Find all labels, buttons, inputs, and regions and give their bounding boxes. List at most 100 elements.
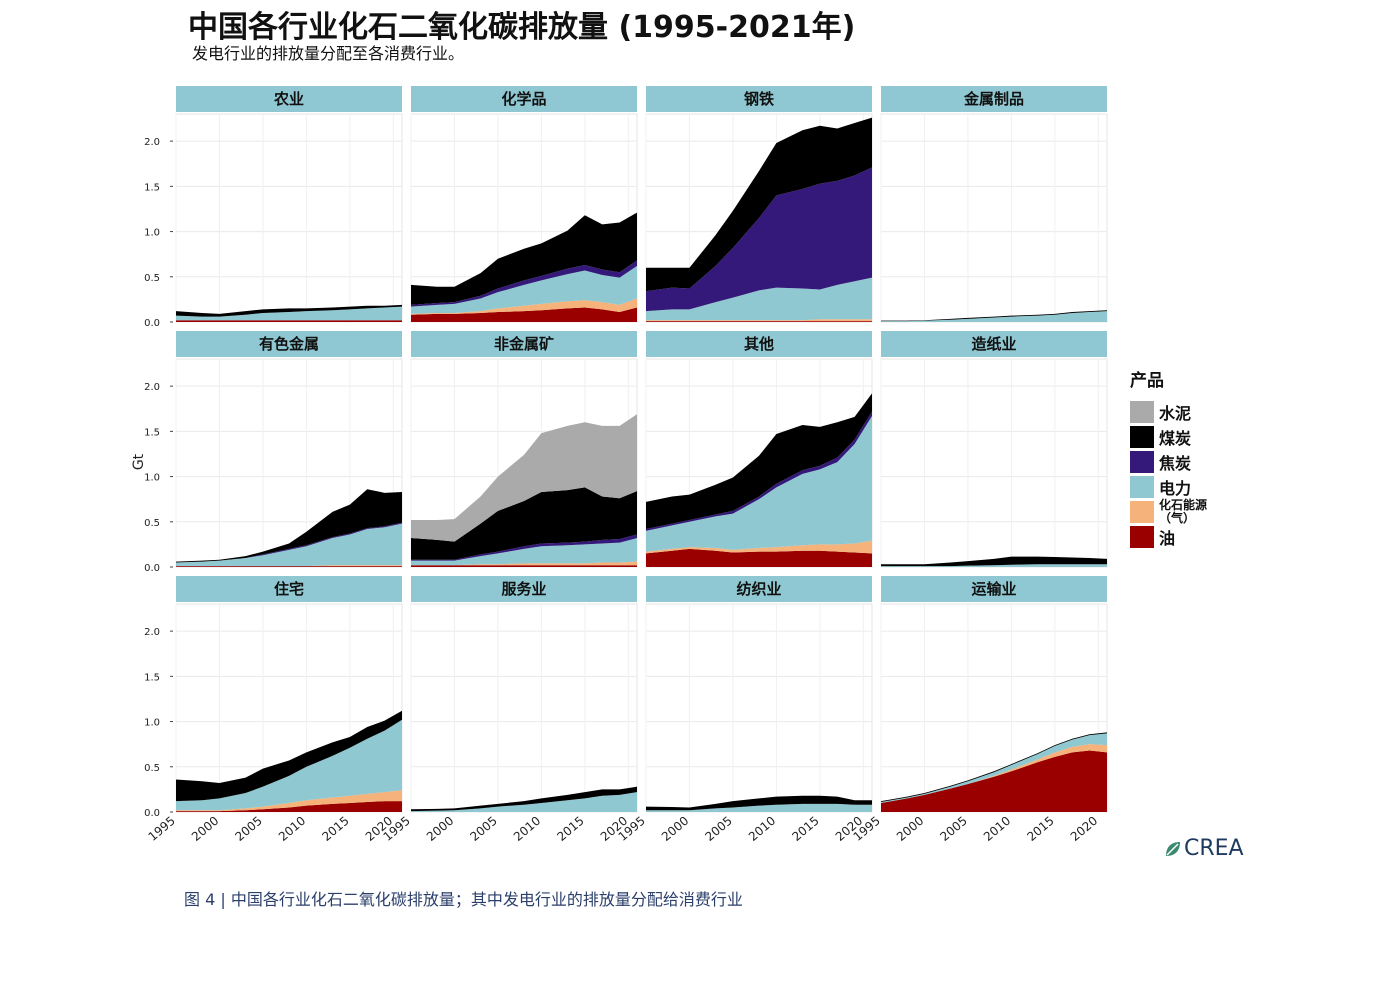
legend-title: 产品 xyxy=(1130,371,1164,391)
y-tick-label: 1.0 xyxy=(144,228,160,239)
y-tick-label: 0.0 xyxy=(144,563,160,574)
area-煤炭 xyxy=(646,393,872,530)
facet-panel: 金属制品 xyxy=(880,86,1108,323)
area-电力 xyxy=(881,311,1107,322)
legend-item: 电力 xyxy=(1130,474,1229,499)
area-化石能源(气) xyxy=(411,561,637,566)
area-油 xyxy=(176,801,402,812)
facet-title: 有色金属 xyxy=(259,335,319,353)
legend-label: 煤炭 xyxy=(1159,428,1192,448)
y-tick-label: 0.5 xyxy=(144,763,160,774)
area-煤炭 xyxy=(176,710,402,802)
legend: 产品 水泥煤炭焦炭电力 化石能源（气） 油 xyxy=(1130,366,1229,549)
y-tick-label: 1.0 xyxy=(144,473,160,484)
facet-header xyxy=(411,576,637,602)
x-tick-label: 2005 xyxy=(702,814,734,844)
legend-label: 化石能源（气） xyxy=(1159,497,1208,525)
facet-header xyxy=(176,576,402,602)
facet-panel: 农业 0.0 0.5 1.0 1.5 2.0 xyxy=(144,86,403,329)
legend-swatch xyxy=(1130,425,1154,448)
plot-area xyxy=(175,113,403,323)
area-化石能源(气) xyxy=(646,540,872,554)
facet-title: 钢铁 xyxy=(744,90,774,108)
x-tick-label: 2010 xyxy=(981,814,1013,844)
legend-swatch xyxy=(1130,400,1154,423)
x-tick-label: 2010 xyxy=(276,814,308,844)
y-tick-label: 2.0 xyxy=(144,137,160,148)
area-焦炭 xyxy=(411,260,637,307)
area-电力 xyxy=(881,564,1107,567)
figure-caption: 图 4 | 中国各行业化石二氧化碳排放量；其中发电行业的排放量分配给消费行业 xyxy=(184,890,743,909)
area-焦炭 xyxy=(411,534,637,561)
facet-title: 非金属矿 xyxy=(494,335,554,353)
area-化石能源(气) xyxy=(176,565,402,567)
facet-title: 其他 xyxy=(744,335,774,353)
facet-header xyxy=(411,331,637,357)
facet-panel: 化学品 xyxy=(410,86,638,323)
x-tick-label: 2015 xyxy=(789,814,821,844)
plot-area xyxy=(880,358,1108,568)
area-油 xyxy=(411,307,637,322)
legend-item: 化石能源（气） xyxy=(1130,497,1229,525)
x-tick-label: 2010 xyxy=(511,814,543,844)
crea-logo: CREA xyxy=(1164,836,1244,861)
area-煤炭 xyxy=(411,487,637,560)
area-化石能源(气) xyxy=(176,790,402,812)
facet-header xyxy=(411,86,637,112)
facet-title: 服务业 xyxy=(501,580,546,598)
area-电力 xyxy=(176,719,402,811)
x-tick-label: 2000 xyxy=(894,814,926,844)
facet-header xyxy=(646,86,872,112)
area-煤炭 xyxy=(881,556,1107,567)
y-tick-label: 2.0 xyxy=(144,627,160,638)
y-tick-label: 1.5 xyxy=(144,182,160,193)
chart-title: 中国各行业化石二氧化碳排放量 (1995-2021年) xyxy=(188,10,856,45)
facet-title: 运输业 xyxy=(971,580,1016,598)
y-tick-label: 1.5 xyxy=(144,672,160,683)
facet-header xyxy=(176,86,402,112)
area-化石能源(气) xyxy=(411,298,637,315)
legend-label: 焦炭 xyxy=(1159,453,1192,473)
y-tick-label: 0.5 xyxy=(144,518,160,529)
area-电力 xyxy=(646,415,872,552)
facet-header xyxy=(881,576,1107,602)
area-焦炭 xyxy=(646,167,872,312)
facet-title: 造纸业 xyxy=(971,335,1016,353)
facet-title: 纺织业 xyxy=(736,580,781,598)
area-煤炭 xyxy=(646,117,872,292)
legend-item: 水泥 xyxy=(1130,399,1229,424)
area-电力 xyxy=(411,792,637,812)
x-tick-label: 2015 xyxy=(319,814,351,844)
facet-header xyxy=(646,576,872,602)
legend-item: 煤炭 xyxy=(1130,424,1229,449)
x-tick-label: 2020 xyxy=(1068,814,1100,844)
x-tick-label: 2005 xyxy=(937,814,969,844)
y-tick-label: 1.5 xyxy=(144,427,160,438)
x-tick-label: 2005 xyxy=(232,814,264,844)
area-煤炭 xyxy=(411,212,637,305)
facet-panel: 造纸业 xyxy=(880,331,1108,568)
area-油 xyxy=(881,750,1107,812)
area-化石能源(气) xyxy=(646,319,872,322)
legend-swatch xyxy=(1130,475,1154,498)
y-tick-label: 0.5 xyxy=(144,273,160,284)
legend-label: 电力 xyxy=(1159,478,1192,498)
plot-area xyxy=(645,603,873,813)
legend-item: 焦炭 xyxy=(1130,449,1229,474)
area-油 xyxy=(646,548,872,567)
area-电力 xyxy=(176,306,402,321)
facet-panel: 非金属矿 xyxy=(410,331,638,568)
facet-header xyxy=(176,331,402,357)
legend-swatch xyxy=(1130,525,1154,548)
x-tick-label: 2000 xyxy=(189,814,221,844)
legend-item: 油 xyxy=(1130,524,1229,549)
legend-label: 油 xyxy=(1159,528,1176,548)
facet-title: 住宅 xyxy=(274,580,304,598)
facet-header xyxy=(646,331,872,357)
facet-title: 化学品 xyxy=(501,90,546,108)
legend-swatch xyxy=(1130,500,1154,523)
